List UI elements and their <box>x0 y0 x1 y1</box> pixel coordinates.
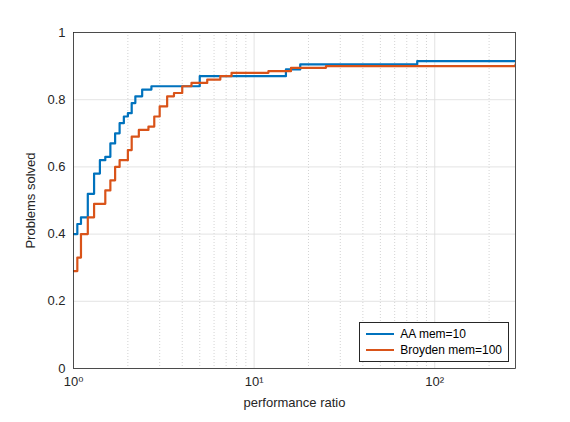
html-text:Broyden mem=100: Broyden mem=100 <box>400 343 502 357</box>
html-text:AA mem=10: AA mem=10 <box>400 327 466 341</box>
svg-text:0: 0 <box>58 361 65 376</box>
svg-text:1: 1 <box>58 25 65 40</box>
svg-text:0.4: 0.4 <box>47 226 65 241</box>
svg-text:0.6: 0.6 <box>47 159 65 174</box>
svg-text:10⁰: 10⁰ <box>64 374 84 389</box>
svg-text:performance ratio: performance ratio <box>244 395 346 410</box>
svg-text:Problems solved: Problems solved <box>23 152 38 248</box>
svg-text:10¹: 10¹ <box>245 374 264 389</box>
svg-text:10²: 10² <box>425 374 444 389</box>
svg-text:0.8: 0.8 <box>47 92 65 107</box>
svg-text:0.2: 0.2 <box>47 293 65 308</box>
